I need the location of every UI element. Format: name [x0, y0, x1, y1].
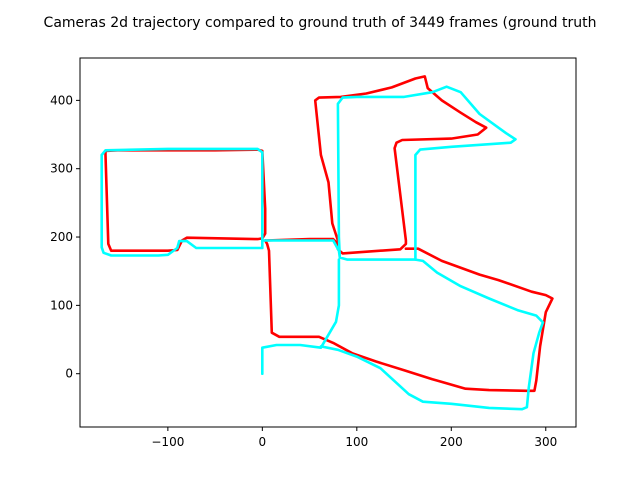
x-tick-label: 300 — [534, 435, 557, 449]
trajectory-line-4 — [100, 147, 264, 257]
y-tick-label: 100 — [50, 298, 73, 312]
y-tick-label: 0 — [65, 367, 73, 381]
trajectory-line-2 — [263, 75, 488, 255]
x-tick-label: 0 — [259, 435, 267, 449]
x-axis-ticks: −100 0 100 200 300 — [151, 427, 557, 449]
plot-frame — [79, 57, 577, 428]
y-tick-label: 400 — [50, 93, 73, 107]
trajectory-line-5 — [262, 85, 517, 261]
trajectory-line-1 — [104, 148, 267, 252]
chart-title: Cameras 2d trajectory compared to ground… — [44, 15, 597, 31]
y-tick-label: 300 — [50, 162, 73, 176]
x-tick-label: 200 — [440, 435, 463, 449]
trajectory-line-6 — [260, 258, 341, 376]
trajectory-line-3 — [263, 239, 554, 393]
series-layer — [100, 75, 554, 411]
x-tick-label: 100 — [345, 435, 368, 449]
trajectory-line-7 — [319, 258, 545, 411]
y-axis-ticks: 0 100 200 300 400 — [50, 93, 80, 381]
x-tick-label: −100 — [151, 435, 184, 449]
y-tick-label: 200 — [50, 230, 73, 244]
plot-area — [80, 58, 576, 427]
